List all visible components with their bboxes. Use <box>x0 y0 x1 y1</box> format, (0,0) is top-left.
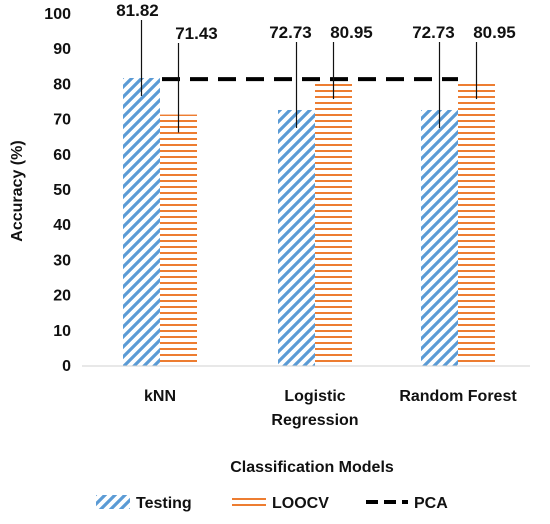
bar-loocv-3 <box>458 81 495 366</box>
legend-swatch-testing <box>96 495 130 509</box>
legend-label-pca: PCA <box>414 495 448 512</box>
bar-testing-3 <box>421 109 458 366</box>
data-label: 80.95 <box>330 23 373 42</box>
bar-loocv-1 <box>160 114 197 366</box>
bar-testing-1 <box>123 77 160 367</box>
y-tick-label: 50 <box>53 182 71 199</box>
y-tick-label: 10 <box>53 323 71 340</box>
y-tick-label: 80 <box>53 76 71 93</box>
legend-label-loocv: LOOCV <box>272 495 329 512</box>
data-label: 81.82 <box>116 1 159 20</box>
legend-label-testing: Testing <box>136 495 192 512</box>
y-tick-label: 90 <box>53 41 71 58</box>
data-label: 80.95 <box>473 23 516 42</box>
y-axis-title: Accuracy (%) <box>9 140 26 241</box>
y-tick-label: 70 <box>53 112 71 129</box>
plot-area <box>123 77 495 367</box>
x-tick-label: Logistic Regression <box>271 388 358 429</box>
axes: 0 10 20 30 40 50 60 70 80 90 100 kNN Logistic Regress… <box>9 6 530 476</box>
data-labels: 81.82 72.73 72.73 71.43 80.95 80.95 <box>116 1 516 133</box>
y-tick-label: 40 <box>53 217 71 234</box>
y-tick-label: 30 <box>53 252 71 269</box>
x-tick-label: Random Forest <box>399 388 517 405</box>
y-tick-label: 20 <box>53 288 71 305</box>
x-axis-title: Classification Models <box>230 459 394 476</box>
legend-swatch-loocv <box>232 495 266 509</box>
data-label: 72.73 <box>412 23 455 42</box>
x-tick-label: kNN <box>144 388 176 405</box>
y-tick-label: 0 <box>62 358 71 375</box>
bar-loocv-2 <box>315 81 352 366</box>
data-label: 71.43 <box>175 24 218 43</box>
y-tick-label: 60 <box>53 147 71 164</box>
bar-testing-2 <box>278 109 315 366</box>
data-label: 72.73 <box>269 23 312 42</box>
y-tick-label: 100 <box>44 6 71 23</box>
legend: Testing LOOCV PCA <box>96 495 448 512</box>
